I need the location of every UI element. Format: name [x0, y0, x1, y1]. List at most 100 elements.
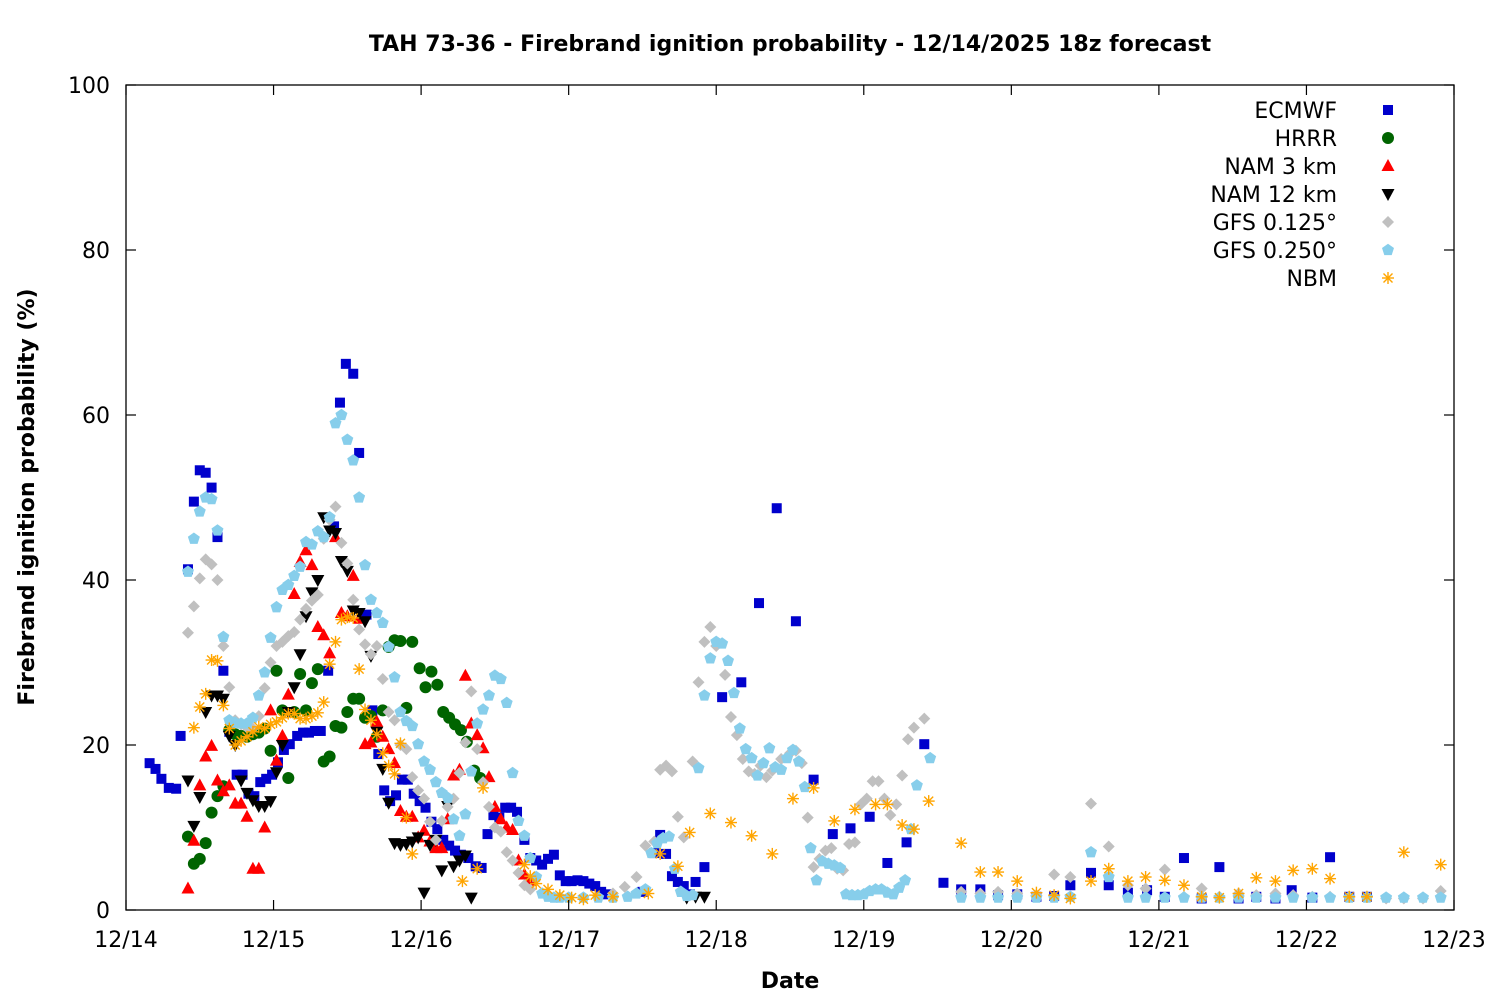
series-ecmwf [144, 358, 1372, 904]
data-point [261, 773, 272, 784]
data-point [907, 823, 920, 836]
data-point [199, 749, 213, 762]
legend-label: HRRR [1275, 127, 1337, 152]
data-point [566, 876, 577, 887]
y-tick-label: 100 [68, 74, 110, 99]
data-point [382, 797, 396, 810]
data-point [258, 682, 271, 695]
data-point [1360, 890, 1373, 903]
data-point [672, 876, 683, 887]
data-point [506, 822, 520, 835]
x-tick-label: 12/20 [980, 928, 1043, 953]
data-point [211, 524, 224, 536]
data-point [334, 397, 345, 408]
data-point [435, 841, 449, 854]
data-point [512, 866, 525, 879]
data-point [786, 792, 799, 805]
data-point [329, 500, 342, 513]
data-point [364, 648, 377, 661]
data-point [798, 780, 811, 793]
data-point [500, 802, 511, 813]
data-point [482, 800, 495, 813]
data-point [335, 536, 348, 549]
legend-marker [1381, 159, 1395, 171]
data-point [255, 777, 266, 788]
data-point [193, 791, 207, 804]
data-point [194, 465, 205, 476]
data-point [506, 802, 517, 813]
data-point [686, 888, 699, 901]
data-point [1397, 891, 1410, 903]
data-point [1158, 891, 1171, 903]
legend-marker [1383, 105, 1393, 115]
data-point [482, 829, 493, 840]
data-point [329, 527, 343, 540]
data-point [354, 447, 365, 458]
y-tick-label: 20 [82, 734, 110, 759]
data-point [1287, 864, 1300, 877]
data-point [704, 807, 717, 820]
data-point [240, 787, 254, 800]
data-point [181, 565, 194, 577]
data-point [757, 756, 770, 769]
data-point [899, 874, 912, 886]
data-point [1102, 840, 1115, 853]
data-point [477, 781, 490, 794]
data-point [1064, 871, 1077, 883]
data-point [187, 833, 201, 846]
data-point [305, 538, 318, 550]
data-point [459, 736, 472, 749]
data-point [234, 796, 248, 809]
data-point [733, 722, 746, 734]
data-point [411, 832, 425, 845]
data-point [187, 820, 201, 833]
data-point [235, 734, 248, 747]
data-point [671, 860, 684, 873]
x-tick-label: 12/23 [1422, 928, 1485, 953]
data-point [618, 880, 631, 893]
data-point [396, 774, 407, 785]
data-point [282, 772, 295, 784]
data-point [524, 870, 537, 883]
data-point [323, 750, 336, 763]
data-point [288, 625, 301, 638]
data-point [801, 811, 814, 824]
data-point [412, 784, 425, 797]
y-tick-label: 60 [82, 404, 110, 429]
data-point [453, 829, 466, 841]
data-point [992, 866, 1005, 879]
data-point [205, 492, 218, 505]
x-tick-label: 12/18 [685, 928, 748, 953]
data-point [548, 849, 559, 860]
data-point [754, 598, 765, 609]
data-point [413, 662, 426, 675]
data-point [470, 861, 481, 872]
data-point [435, 865, 449, 878]
data-point [348, 368, 359, 379]
data-point [1085, 797, 1098, 810]
data-point [252, 720, 265, 733]
x-tick-label: 12/17 [537, 928, 600, 953]
data-point [1269, 891, 1282, 903]
data-point [317, 696, 330, 709]
data-point [347, 593, 360, 606]
data-point [193, 572, 206, 585]
data-point [444, 840, 455, 851]
legend-marker [1382, 132, 1394, 144]
data-point [305, 677, 318, 690]
data-point [537, 859, 548, 870]
data-point [494, 825, 507, 838]
data-point [299, 611, 313, 624]
data-point [1103, 880, 1114, 891]
data-point [370, 728, 383, 741]
data-point [340, 565, 354, 578]
data-point [406, 719, 419, 732]
data-point [458, 668, 472, 681]
data-point [406, 635, 419, 648]
data-point [393, 804, 407, 816]
data-point [771, 503, 782, 514]
data-point [845, 823, 856, 834]
data-point [447, 812, 460, 825]
data-point [736, 677, 747, 688]
data-point [187, 721, 200, 734]
